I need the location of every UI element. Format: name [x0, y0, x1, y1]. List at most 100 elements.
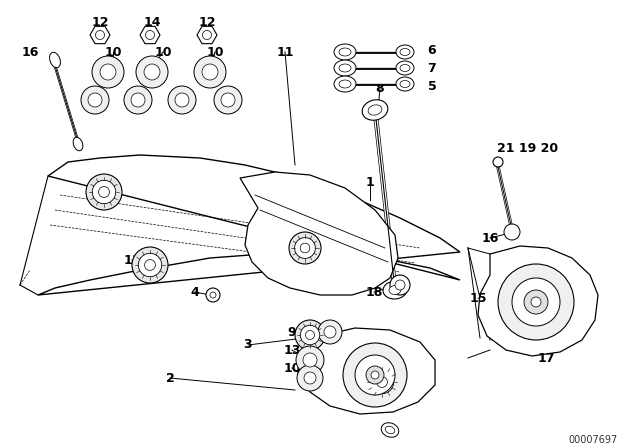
Text: 5: 5: [428, 79, 436, 92]
Circle shape: [318, 320, 342, 344]
Circle shape: [297, 365, 323, 391]
Circle shape: [512, 278, 560, 326]
Circle shape: [92, 180, 116, 204]
Ellipse shape: [389, 285, 401, 294]
Circle shape: [206, 288, 220, 302]
Circle shape: [95, 30, 104, 39]
Polygon shape: [298, 328, 435, 414]
Text: 14: 14: [143, 16, 161, 29]
Text: 12: 12: [92, 16, 109, 29]
Ellipse shape: [368, 105, 382, 115]
Text: 00007697: 00007697: [569, 435, 618, 445]
Text: 2: 2: [166, 371, 174, 384]
Circle shape: [81, 86, 109, 114]
Text: 21 19 20: 21 19 20: [497, 142, 559, 155]
Circle shape: [194, 56, 226, 88]
Ellipse shape: [49, 52, 60, 68]
Circle shape: [145, 30, 154, 39]
Circle shape: [366, 366, 384, 384]
Circle shape: [395, 280, 405, 290]
Text: 1: 1: [365, 177, 374, 190]
Text: 11: 11: [86, 185, 104, 198]
Ellipse shape: [339, 80, 351, 88]
Text: 16: 16: [21, 46, 38, 59]
Ellipse shape: [400, 81, 410, 87]
Text: 13: 13: [284, 344, 301, 357]
Ellipse shape: [400, 65, 410, 72]
Circle shape: [131, 93, 145, 107]
Circle shape: [124, 86, 152, 114]
Ellipse shape: [334, 76, 356, 92]
Ellipse shape: [383, 281, 407, 299]
Circle shape: [92, 56, 124, 88]
Ellipse shape: [396, 61, 414, 75]
Text: 7: 7: [428, 61, 436, 74]
Circle shape: [498, 264, 574, 340]
Ellipse shape: [396, 77, 414, 91]
Circle shape: [371, 371, 379, 379]
Circle shape: [295, 320, 325, 350]
Text: 10: 10: [154, 46, 172, 59]
Circle shape: [168, 86, 196, 114]
Circle shape: [202, 64, 218, 80]
Circle shape: [324, 326, 336, 338]
Circle shape: [289, 232, 321, 264]
Circle shape: [364, 364, 400, 400]
Circle shape: [88, 93, 102, 107]
Text: 11: 11: [359, 378, 377, 391]
Circle shape: [136, 56, 168, 88]
Text: 4: 4: [191, 285, 200, 298]
Circle shape: [371, 370, 394, 394]
Polygon shape: [478, 246, 598, 356]
Text: 3: 3: [244, 339, 252, 352]
Circle shape: [214, 86, 242, 114]
Text: 10: 10: [284, 362, 301, 375]
Circle shape: [144, 64, 160, 80]
Circle shape: [100, 64, 116, 80]
Circle shape: [300, 243, 310, 253]
Circle shape: [504, 224, 520, 240]
Circle shape: [138, 253, 162, 277]
Text: 15: 15: [469, 292, 487, 305]
Circle shape: [210, 292, 216, 298]
Ellipse shape: [73, 137, 83, 151]
Circle shape: [202, 30, 211, 39]
Circle shape: [296, 346, 324, 374]
Circle shape: [305, 331, 314, 340]
Circle shape: [524, 290, 548, 314]
Polygon shape: [140, 26, 160, 43]
Circle shape: [175, 93, 189, 107]
Text: 10: 10: [206, 46, 224, 59]
Polygon shape: [197, 26, 217, 43]
Ellipse shape: [396, 45, 414, 59]
Text: 17: 17: [537, 352, 555, 365]
Circle shape: [390, 275, 410, 295]
Circle shape: [300, 325, 320, 345]
Circle shape: [86, 174, 122, 210]
Ellipse shape: [334, 60, 356, 76]
Circle shape: [303, 353, 317, 367]
Circle shape: [531, 297, 541, 307]
Circle shape: [99, 187, 109, 198]
Circle shape: [304, 372, 316, 384]
Text: 10: 10: [104, 46, 122, 59]
Circle shape: [132, 247, 168, 283]
Polygon shape: [90, 26, 110, 43]
Text: 9: 9: [288, 326, 296, 339]
Ellipse shape: [385, 426, 395, 434]
Circle shape: [493, 157, 503, 167]
Ellipse shape: [339, 64, 351, 72]
Circle shape: [294, 237, 316, 258]
Text: 16: 16: [481, 232, 499, 245]
Text: 8: 8: [376, 82, 384, 95]
Ellipse shape: [381, 423, 399, 437]
Circle shape: [376, 377, 387, 388]
Ellipse shape: [400, 48, 410, 56]
Circle shape: [145, 259, 156, 271]
Circle shape: [343, 343, 407, 407]
Circle shape: [355, 355, 395, 395]
Text: 11: 11: [124, 254, 141, 267]
Text: 11: 11: [276, 46, 294, 59]
Ellipse shape: [334, 44, 356, 60]
Ellipse shape: [362, 100, 388, 120]
